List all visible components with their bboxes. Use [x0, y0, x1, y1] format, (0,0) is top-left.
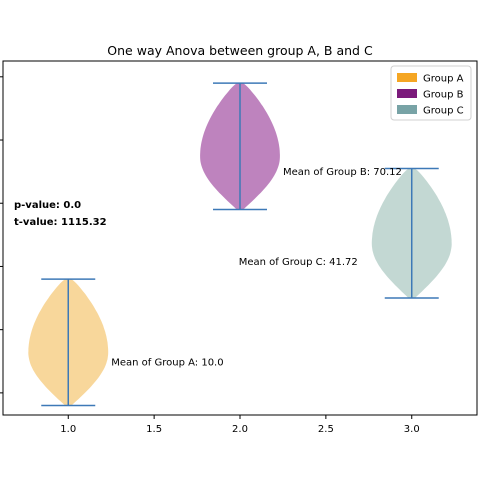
x-tick-label: 2.0 [232, 424, 248, 435]
x-tick-label: 1.5 [146, 424, 162, 435]
t-value-label: t-value: 1115.32 [14, 217, 107, 228]
x-axis: 1.0 1.5 2.0 2.5 3.0 [60, 415, 420, 435]
x-tick-label: 2.5 [318, 424, 334, 435]
legend-label: Group B [423, 90, 464, 101]
y-axis [0, 76, 3, 394]
mean-labels: Mean of Group A: 10.0 Mean of Group B: 70… [111, 167, 402, 368]
mean-label: Mean of Group A: 10.0 [111, 357, 223, 368]
legend: Group A Group B Group C [390, 65, 472, 121]
legend-label: Group A [423, 74, 464, 85]
legend-swatch [397, 73, 417, 82]
mean-label: Mean of Group B: 70.12 [283, 167, 402, 178]
mean-label: Mean of Group C: 41.72 [239, 257, 358, 268]
legend-swatch [397, 105, 417, 114]
violins [28, 82, 452, 407]
chart-title: One way Anova between group A, B and C [107, 43, 373, 58]
legend-swatch [397, 89, 417, 98]
legend-label: Group C [423, 106, 464, 117]
violin-group-b [200, 82, 280, 211]
violin-group-c [371, 167, 452, 299]
violin-group-a [28, 278, 109, 407]
x-tick-label: 1.0 [60, 424, 76, 435]
x-tick-label: 3.0 [404, 424, 420, 435]
p-value-label: p-value: 0.0 [14, 200, 81, 211]
